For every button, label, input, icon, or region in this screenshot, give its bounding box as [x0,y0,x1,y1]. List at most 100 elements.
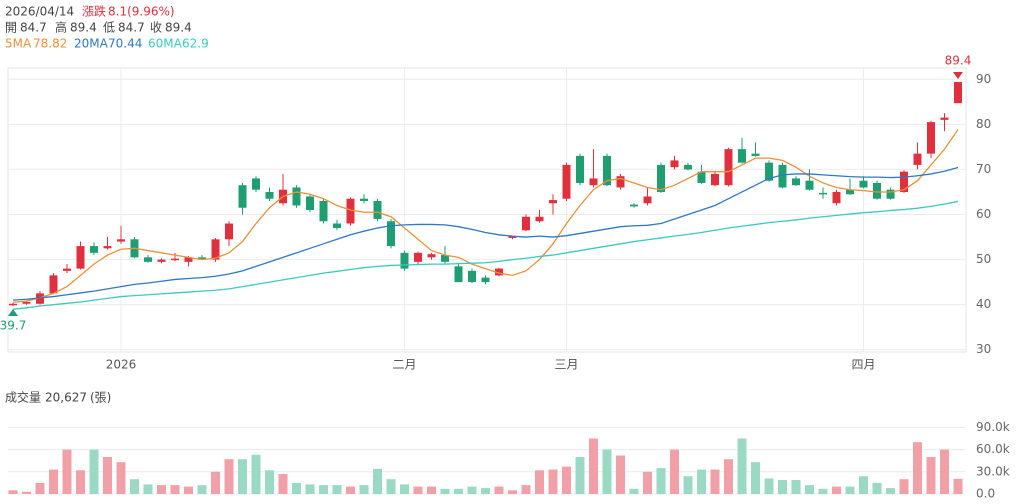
volume-bar [845,486,855,494]
volume-bar [724,459,733,494]
volume-bar [359,485,369,494]
low: 84.7 [118,21,145,35]
volume-bar [548,469,558,494]
volume-bar [211,471,220,494]
volume-bar [332,485,342,494]
volume-bar [791,479,801,494]
volume-bar [265,470,274,494]
candle-body [886,189,895,199]
volume-bar [400,484,409,494]
volume-bar [103,457,112,494]
volume-bar [481,488,490,494]
high-marker [953,71,963,79]
volume-bar [8,490,18,494]
volume-bar [521,485,531,494]
volume-bar [305,484,315,494]
candle-body [333,223,341,229]
candle-body [198,257,206,259]
candle-body [549,200,557,204]
volume-last: 20,627 [45,391,87,405]
volume-bar [643,471,652,494]
candle-body [49,275,58,294]
y-tick-label: 70 [976,162,991,176]
x-tick-label: 三月 [554,358,578,372]
candle-body [508,236,517,238]
candle-body [373,200,382,220]
candle-body [36,293,44,304]
volume-bar [629,488,639,494]
candle-body [414,252,422,262]
candle-body [805,180,814,190]
candle-body [103,246,112,249]
volume-bar [292,482,301,494]
y-tick-label: 90 [976,72,991,86]
candle-body [157,259,166,262]
y-tick-label: 30 [976,342,991,356]
volume-bar [953,478,963,494]
volume-bar [427,486,436,494]
volume-bar [143,484,153,494]
volume-bar [670,449,679,494]
candle-body [184,257,193,262]
volume-bar [616,455,625,494]
volume-bar [805,485,814,494]
volume-bar [562,466,571,494]
candle-body [63,268,71,271]
volume-bar [737,438,747,494]
y-tick-label: 90.0k [976,420,1010,434]
candle-body [792,178,800,186]
candle-body [427,254,436,258]
candle-body [292,187,301,206]
volume-bar [278,474,288,494]
candle-body [927,122,935,154]
candle-body [859,180,868,188]
volume-bar [602,449,612,494]
volume-bar [508,490,517,494]
volume-bar [440,488,450,494]
volume-bar [346,486,355,494]
candle-body [643,196,652,204]
open: 84.7 [20,21,47,35]
high-label: 高 [55,20,67,35]
low-label: 39.7 [0,319,26,333]
volume-bar [319,485,328,494]
volume-bar [859,476,868,494]
volume-bar [373,468,382,494]
candle-body [670,160,679,168]
y-tick-label: 60.0k [976,442,1010,456]
candle-body [954,81,962,104]
candle-body [468,270,476,283]
volume-bar [89,449,99,494]
y-tick-label: 30.0k [976,464,1010,478]
high-label: 89.4 [945,53,972,67]
candle-body [9,303,17,306]
candle-body [873,182,881,199]
volume-bar [494,486,504,494]
volume-bar [832,486,841,494]
candle-body [117,239,125,242]
volume-bar [656,468,666,494]
candle-body [589,178,598,186]
candle-body [819,192,827,195]
candle-body [144,257,152,262]
candle-body [832,191,841,204]
volume-bar [913,442,922,494]
candle-body [387,221,395,247]
volume-bar [197,485,207,494]
candle-body [76,246,85,269]
candle-body [778,164,787,188]
volume-title: 成交量 [5,390,41,405]
volume-bar [751,462,760,494]
volume-bar [413,486,423,494]
candle-body [454,266,463,283]
candle-body [495,268,503,276]
candle-body [738,149,746,163]
x-tick-label: 四月 [851,358,875,372]
volume-bar [778,479,787,494]
candle-body [211,239,220,260]
volume-bar [589,438,598,494]
candle-body [751,153,760,156]
volume-bar [926,457,936,494]
candle-body [616,176,625,188]
volume-bar [575,457,585,494]
